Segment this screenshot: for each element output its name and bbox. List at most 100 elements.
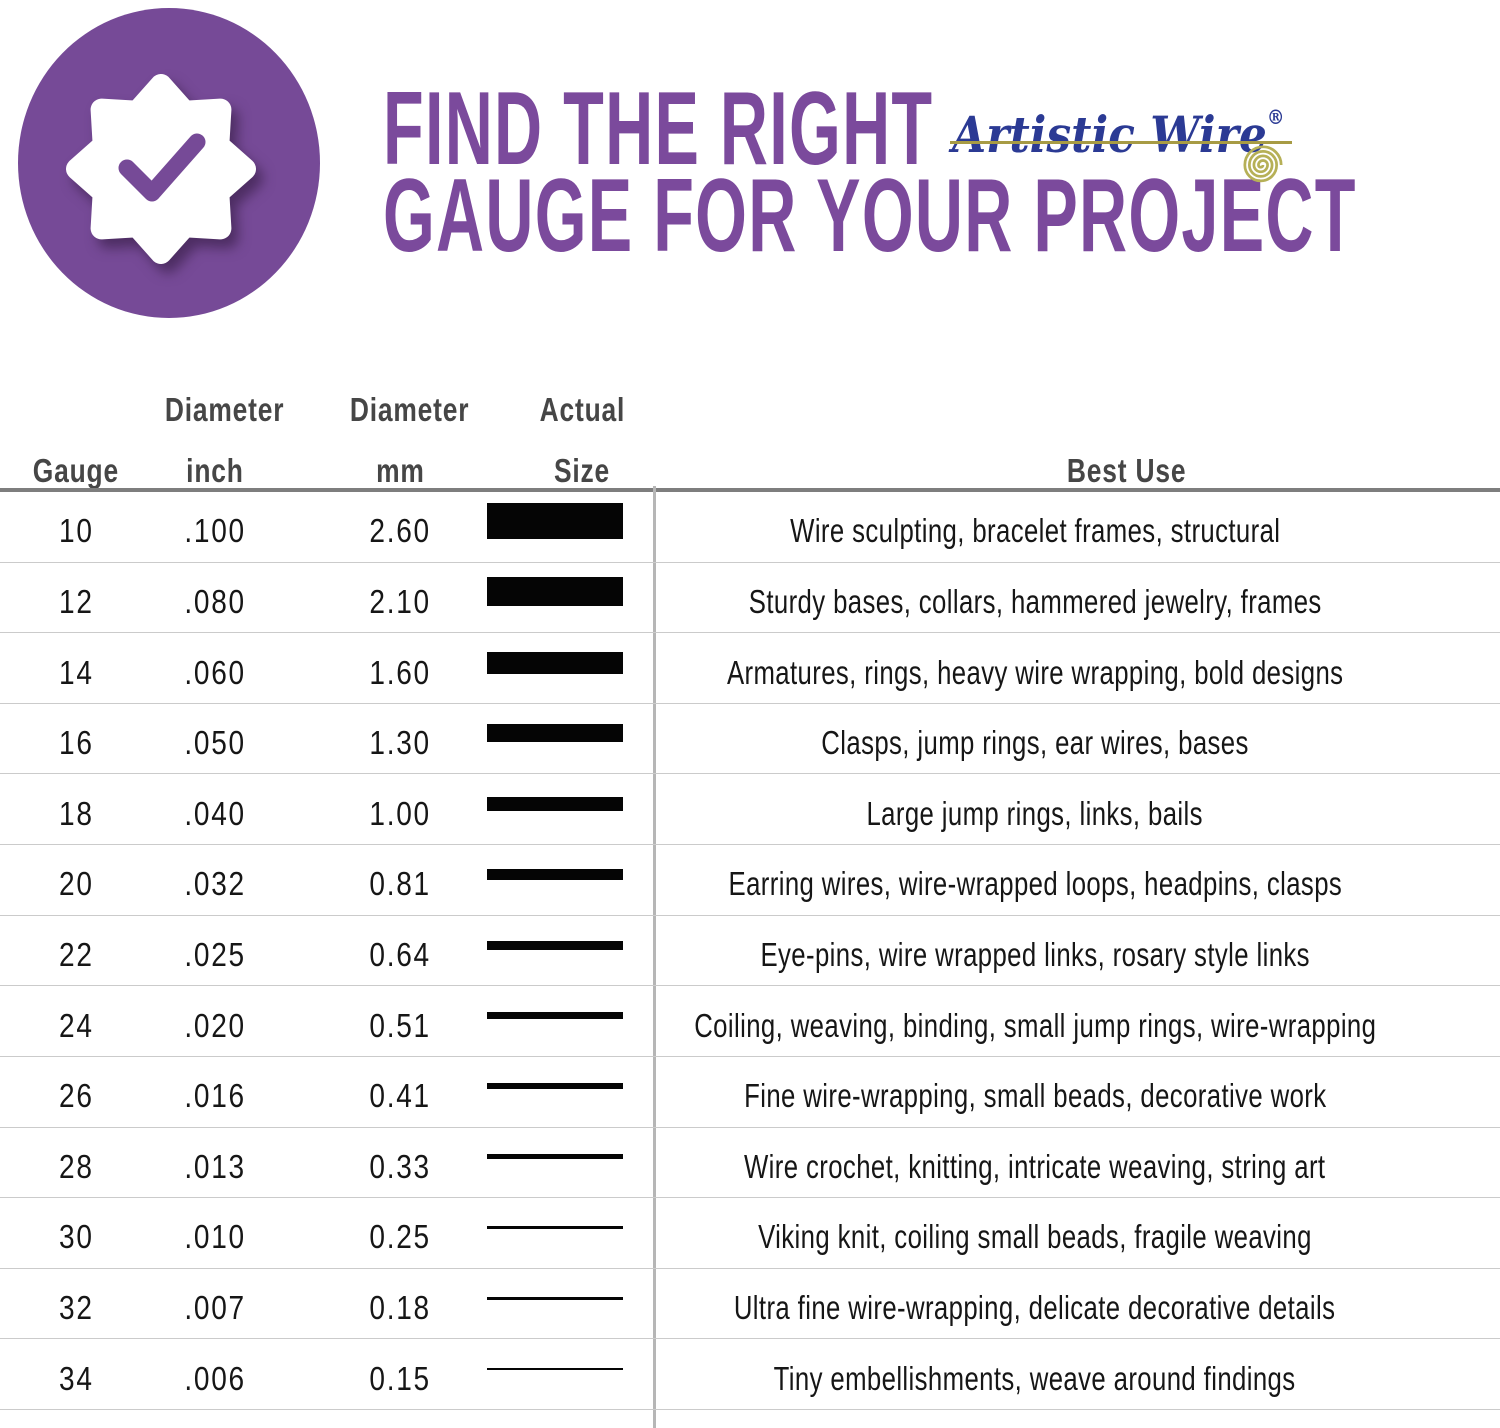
diameter-inch-cell: .050 xyxy=(150,704,280,774)
column-header-size: Size xyxy=(553,452,611,489)
best-use-cell-text: Fine wire-wrapping, small beads, decorat… xyxy=(743,1077,1327,1115)
best-use-cell: Earring wires, wire-wrapped loops, headp… xyxy=(658,845,1412,915)
diameter-mm-cell: 1.30 xyxy=(335,704,465,774)
gauge-cell-text: 10 xyxy=(58,512,94,550)
page-title-line1: FIND THE RIGHT xyxy=(383,77,1243,181)
gauge-cell-text: 24 xyxy=(58,1006,94,1044)
diameter-inch-cell: .010 xyxy=(150,1198,280,1268)
diameter-inch-cell: .020 xyxy=(150,986,280,1056)
table-row: 14 .060 1.60 Armatures, rings, heavy wire w… xyxy=(0,633,1500,704)
actual-size-bar xyxy=(487,1367,623,1370)
best-use-cell: Ultra fine wire-wrapping, delicate decor… xyxy=(658,1269,1412,1339)
best-use-cell-text: Coiling, weaving, binding, small jump ri… xyxy=(693,1006,1377,1044)
gauge-cell: 28 xyxy=(0,1128,152,1198)
diameter-inch-cell: .100 xyxy=(150,492,280,562)
diameter-mm-cell: 2.60 xyxy=(335,492,465,562)
diameter-inch-cell: .032 xyxy=(150,845,280,915)
best-use-cell: Armatures, rings, heavy wire wrapping, b… xyxy=(658,633,1412,703)
diameter-mm-cell: 0.25 xyxy=(335,1198,465,1268)
diameter-inch-cell: .060 xyxy=(150,633,280,703)
best-use-cell-text: Large jump rings, links, bails xyxy=(866,794,1204,832)
diameter-inch-cell-text: .006 xyxy=(184,1359,246,1397)
gauge-cell: 34 xyxy=(0,1339,152,1409)
actual-size-bar xyxy=(487,651,623,674)
diameter-mm-cell: 1.60 xyxy=(335,633,465,703)
column-header-actual-top: Actual xyxy=(539,391,625,428)
table-row: 12 .080 2.10 Sturdy bases, collars, hammere… xyxy=(0,563,1500,634)
best-use-cell-text: Tiny embellishments, weave around findin… xyxy=(774,1359,1296,1397)
column-header-gauge: Gauge xyxy=(32,452,120,489)
best-use-cell: Viking knit, coiling small beads, fragil… xyxy=(658,1198,1412,1268)
gauge-cell-text: 18 xyxy=(58,794,94,832)
diameter-inch-cell-text: .040 xyxy=(184,794,246,832)
gauge-cell-text: 34 xyxy=(58,1359,94,1397)
diameter-inch-cell-text: .025 xyxy=(184,936,246,974)
best-use-cell: Eye-pins, wire wrapped links, rosary sty… xyxy=(658,916,1412,986)
page-title-line1-text: FIND THE RIGHT xyxy=(383,71,934,187)
table-row: 28 .013 0.33 Wire crochet, knitting, intric… xyxy=(0,1128,1500,1199)
gauge-cell: 10 xyxy=(0,492,152,562)
seal-star-shape xyxy=(66,74,256,264)
registered-trademark-symbol: ® xyxy=(1266,105,1285,129)
diameter-inch-cell-text: .010 xyxy=(184,1218,246,1256)
table-row: 16 .050 1.30 Clasps, jump rings, ear wires,… xyxy=(0,704,1500,775)
best-use-cell-text: Earring wires, wire-wrapped loops, headp… xyxy=(728,865,1342,903)
table-row: 34 .006 0.15 Tiny embellishments, weave aro… xyxy=(0,1339,1500,1411)
best-use-cell: Sturdy bases, collars, hammered jewelry,… xyxy=(658,563,1412,633)
diameter-mm-cell-text: 0.51 xyxy=(369,1006,431,1044)
table-row: 24 .020 0.51 Coiling, weaving, binding, sma… xyxy=(0,986,1500,1057)
gauge-cell: 12 xyxy=(0,563,152,633)
gauge-cell-text: 20 xyxy=(58,865,94,903)
table-row: 20 .032 0.81 Earring wires, wire-wrapped lo… xyxy=(0,845,1500,916)
best-use-cell-text: Wire crochet, knitting, intricate weavin… xyxy=(744,1147,1326,1185)
best-use-cell-text: Ultra fine wire-wrapping, delicate decor… xyxy=(734,1289,1336,1327)
diameter-mm-cell: 0.81 xyxy=(335,845,465,915)
page-title-line2-text: GAUGE FOR YOUR PROJECT xyxy=(383,158,1357,274)
diameter-mm-cell: 0.33 xyxy=(335,1128,465,1198)
spiral-path xyxy=(1243,145,1283,183)
diameter-inch-cell: .025 xyxy=(150,916,280,986)
gauge-cell-text: 16 xyxy=(58,724,94,762)
best-use-cell: Large jump rings, links, bails xyxy=(658,774,1412,844)
actual-size-bar xyxy=(487,940,623,950)
column-header-diameter-mm-top: Diameter xyxy=(349,391,470,428)
diameter-mm-cell-text: 0.25 xyxy=(369,1218,431,1256)
column-header-diameter-inch-top: Diameter xyxy=(164,391,285,428)
diameter-mm-cell-text: 2.60 xyxy=(369,512,431,550)
gauge-cell: 20 xyxy=(0,845,152,915)
best-use-cell-text: Viking knit, coiling small beads, fragil… xyxy=(758,1218,1312,1256)
diameter-mm-cell: 0.18 xyxy=(335,1269,465,1339)
diameter-inch-cell-text: .060 xyxy=(184,653,246,691)
actual-size-bar xyxy=(487,1154,623,1160)
best-use-cell-text: Armatures, rings, heavy wire wrapping, b… xyxy=(726,653,1344,691)
gauge-cell-text: 32 xyxy=(58,1289,94,1327)
gauge-cell: 22 xyxy=(0,916,152,986)
actual-size-bar xyxy=(487,577,623,607)
diameter-mm-cell-text: 0.41 xyxy=(369,1077,431,1115)
diameter-mm-cell-text: 0.33 xyxy=(369,1147,431,1185)
diameter-inch-cell-text: .016 xyxy=(184,1077,246,1115)
actual-size-bar xyxy=(487,503,623,540)
diameter-mm-cell-text: 0.64 xyxy=(369,936,431,974)
table-row: 22 .025 0.64 Eye-pins, wire wrapped links, … xyxy=(0,916,1500,987)
diameter-mm-cell-text: 1.60 xyxy=(369,653,431,691)
diameter-inch-cell: .007 xyxy=(150,1269,280,1339)
best-use-cell: Tiny embellishments, weave around findin… xyxy=(658,1339,1412,1409)
diameter-mm-cell-text: 2.10 xyxy=(369,582,431,620)
diameter-inch-cell-text: .013 xyxy=(184,1147,246,1185)
diameter-inch-cell: .040 xyxy=(150,774,280,844)
diameter-inch-cell: .080 xyxy=(150,563,280,633)
gauge-cell: 26 xyxy=(0,1057,152,1127)
gauge-cell-text: 12 xyxy=(58,582,94,620)
diameter-mm-cell: 2.10 xyxy=(335,563,465,633)
table-vertical-divider xyxy=(653,486,656,1428)
actual-size-bar xyxy=(487,1083,623,1090)
best-use-cell: Clasps, jump rings, ear wires, bases xyxy=(658,704,1412,774)
diameter-mm-cell-text: 1.30 xyxy=(369,724,431,762)
gauge-cell: 24 xyxy=(0,986,152,1056)
gauge-cell-text: 22 xyxy=(58,936,94,974)
best-use-cell-text: Eye-pins, wire wrapped links, rosary sty… xyxy=(760,936,1310,974)
actual-size-bar xyxy=(487,1225,623,1229)
